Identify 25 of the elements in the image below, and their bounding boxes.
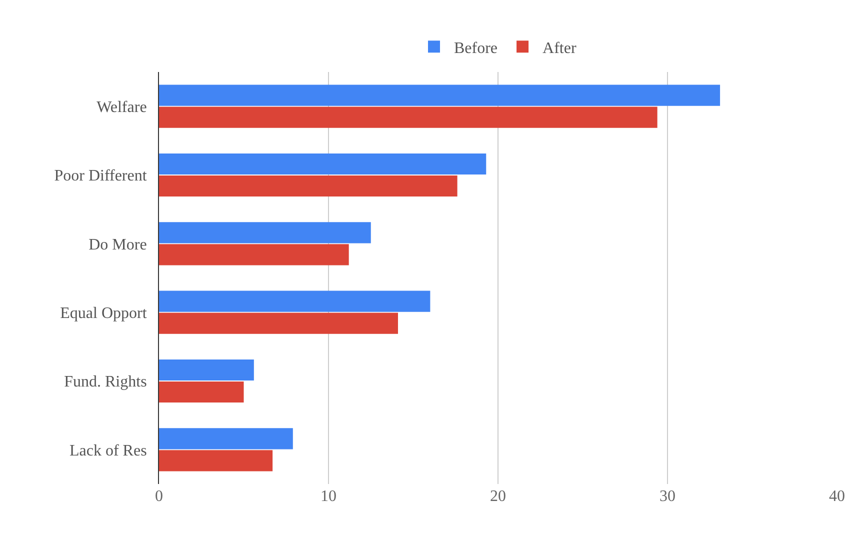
- y-tick-label: Do More: [88, 236, 147, 254]
- bar: [159, 381, 244, 403]
- y-tick-label: Poor Different: [54, 168, 148, 185]
- bar: [159, 84, 720, 106]
- bar: [159, 175, 458, 197]
- bar: [159, 428, 293, 450]
- legend-label: After: [542, 40, 577, 57]
- bar: [159, 312, 398, 334]
- legend-label: Before: [454, 40, 498, 57]
- x-tick-label: 30: [660, 488, 676, 505]
- bar: [159, 290, 430, 312]
- x-tick-label: 20: [490, 488, 506, 505]
- bar: [159, 450, 273, 472]
- bar: [159, 222, 371, 244]
- y-tick-label: Equal Opport: [60, 304, 148, 322]
- x-tick-label: 40: [829, 488, 845, 505]
- y-tick-label: Welfare: [96, 98, 147, 116]
- bar: [159, 153, 486, 175]
- y-tick-label: Lack of Res: [69, 442, 147, 460]
- bar: [159, 106, 658, 128]
- x-tick-label: 10: [320, 488, 336, 505]
- y-tick-label: Fund. Rights: [64, 374, 147, 391]
- bar: [159, 359, 254, 381]
- bar: [159, 244, 349, 266]
- x-tick-label: 0: [155, 488, 163, 505]
